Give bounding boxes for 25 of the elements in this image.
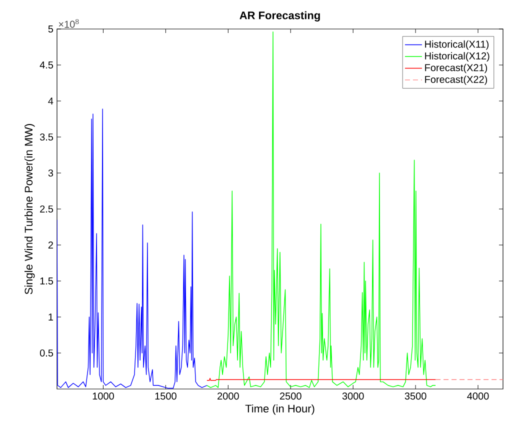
- chart-title: AR Forecasting: [240, 11, 320, 22]
- y-tick-label: 3: [48, 169, 54, 177]
- x-tick-label: 3500: [404, 392, 426, 400]
- legend-label: Historical(X12): [425, 52, 490, 62]
- x-axis-title: Time (in Hour): [245, 404, 314, 415]
- y-tick-label: 5: [48, 26, 54, 32]
- y-tick-label: 1: [48, 314, 53, 320]
- x-tick-label: 1500: [155, 392, 176, 400]
- legend-label: Forecast(X22): [425, 76, 488, 85]
- legend-label: Historical(X11): [425, 40, 489, 50]
- y-tick-label: 1.5: [40, 278, 54, 284]
- y-axis-title: Single Wind Turbine Power(in MW): [24, 124, 35, 294]
- legend-label: Forecast(X21): [425, 64, 488, 74]
- y-tick-label: 4.5: [40, 62, 54, 68]
- x-tick-label: 1000: [92, 392, 114, 400]
- y-tick-label: 0.5: [40, 349, 54, 357]
- x-tick-label: 2500: [280, 392, 302, 400]
- text: ×10$^{8}$: [58, 19, 79, 28]
- y-tick-label: 3.5: [40, 133, 54, 141]
- x-tick-label: 3000: [342, 392, 364, 400]
- x-tick-label: 2000: [218, 392, 239, 400]
- y-tick-label: 2.5: [40, 205, 54, 213]
- y-tick-label: 4: [48, 98, 54, 104]
- x-tick-label: 4000: [467, 392, 489, 400]
- y-tick-label: 2: [48, 242, 53, 248]
